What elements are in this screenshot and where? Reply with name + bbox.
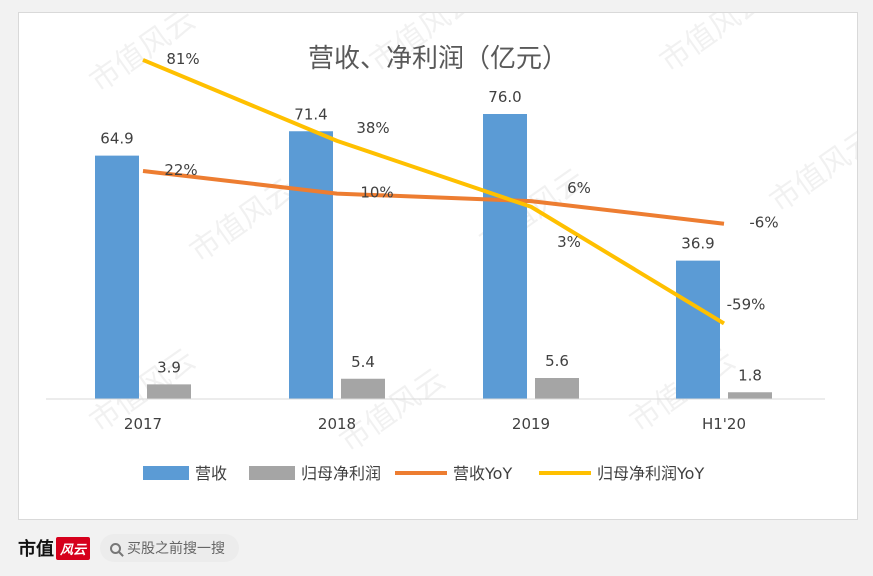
bar [728,392,772,399]
bar [535,378,579,399]
search-text: 买股之前搜一搜 [127,541,226,557]
bar-value-label: 3.9 [157,358,181,376]
legend-swatch [143,466,189,480]
search-pill[interactable]: 买股之前搜一搜 [100,534,240,562]
watermark-text: 市值风云 [334,362,452,459]
series-line [142,58,726,326]
legend-label: 归母净利润 [301,464,381,483]
search-icon [110,542,122,554]
bar-value-label: 1.8 [738,366,762,384]
bar [676,260,720,399]
combo-chart: 市值风云市值风云市值风云市值风云市值风云市值风云市值风云市值风云市值风云 营收、… [46,13,857,483]
bar-value-label: 64.9 [100,130,133,148]
bar-value-label: 5.4 [351,353,375,371]
x-tick-label: 2018 [318,415,356,433]
bar-value-label: 71.4 [294,105,327,123]
brand-name: 市值 [18,539,54,560]
legend-label: 归母净利润YoY [597,464,704,483]
line-value-label: -59% [727,295,766,313]
bar [341,378,385,399]
bar-value-label: 5.6 [545,352,569,370]
line-value-label: 6% [567,179,591,197]
watermark-text: 市值风云 [654,13,772,80]
bar [483,114,527,399]
legend-swatch [249,466,295,480]
x-tick-label: 2019 [512,415,550,433]
series-line [142,169,725,226]
chart-title: 营收、净利润（亿元） [308,44,568,74]
watermark-text: 市值风云 [764,122,857,219]
footer-brand: 市值 风云 买股之前搜一搜 [18,533,240,563]
bar-value-label: 36.9 [681,235,714,253]
line-value-label: -6% [749,214,778,232]
chart-card: 市值风云市值风云市值风云市值风云市值风云市值风云市值风云市值风云市值风云 营收、… [18,12,858,520]
x-tick-label: H1'20 [702,415,746,433]
brand-logo: 风云 [56,536,91,560]
x-tick-label: 2017 [124,415,162,433]
bar [147,384,191,399]
bar [95,155,139,399]
line-value-label: 22% [164,161,197,179]
bar-value-label: 76.0 [488,88,521,106]
legend-label: 营收YoY [453,464,512,483]
line-value-label: 10% [360,184,393,202]
line-value-label: 38% [356,119,389,137]
line-value-label: 81% [166,50,199,68]
legend-label: 营收 [195,464,227,483]
line-value-label: 3% [557,233,581,251]
bar [289,131,333,399]
